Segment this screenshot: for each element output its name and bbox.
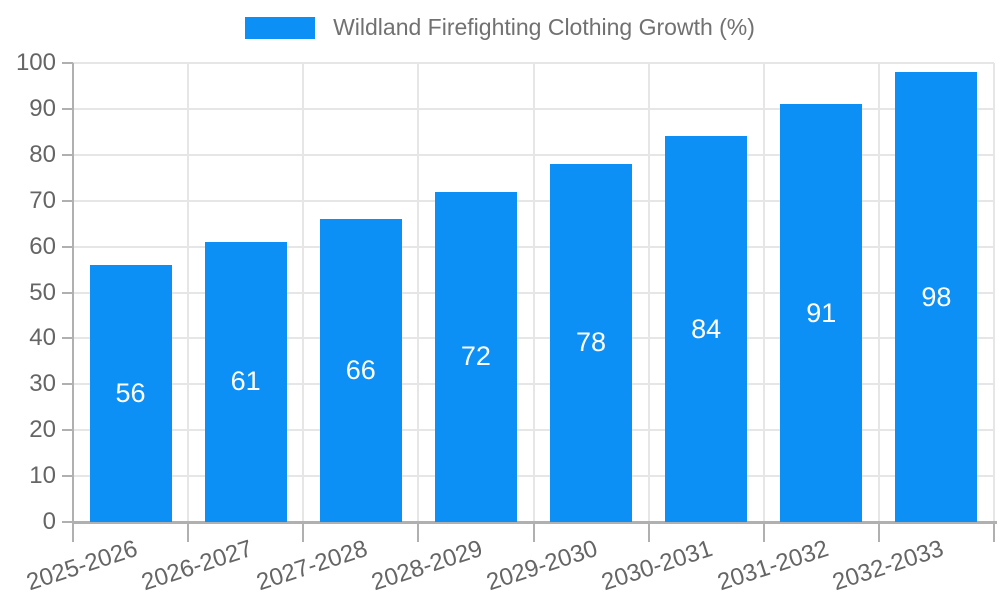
x-tick-label: 2032-2033 — [828, 535, 947, 597]
bar-value-label: 78 — [576, 327, 607, 358]
bar-2028-2029[interactable]: 72 — [434, 191, 517, 522]
bar-value-label: 98 — [921, 281, 952, 312]
bar-value-label: 91 — [806, 297, 837, 328]
gridline-vertical — [532, 63, 535, 522]
x-axis-tick — [647, 522, 650, 542]
bar-2027-2028[interactable]: 66 — [319, 219, 402, 522]
legend-label: Wildland Firefighting Clothing Growth (%… — [333, 14, 755, 40]
x-tick-label: 2025-2026 — [23, 535, 141, 597]
x-tick-label: 2028-2029 — [368, 535, 486, 597]
y-axis-tick — [62, 475, 73, 478]
x-axis-line — [72, 521, 997, 524]
x-axis-tick — [762, 522, 765, 542]
y-axis-tick — [62, 291, 73, 294]
y-tick-label: 10 — [29, 462, 56, 490]
x-tick-label: 2031-2032 — [713, 535, 832, 597]
x-axis-tick — [72, 522, 74, 542]
y-axis-line — [72, 63, 74, 522]
x-axis-tick — [877, 522, 880, 542]
legend-item[interactable]: Wildland Firefighting Clothing Growth (%… — [245, 14, 755, 41]
x-axis-tick — [417, 522, 420, 542]
y-tick-label: 20 — [29, 416, 56, 444]
gridline-vertical — [417, 63, 420, 522]
y-axis-tick — [62, 383, 73, 386]
x-tick-label: 2030-2031 — [598, 535, 717, 597]
legend-swatch-icon — [245, 16, 316, 39]
y-tick-label: 80 — [29, 140, 56, 168]
legend: Wildland Firefighting Clothing Growth (%… — [0, 14, 1000, 41]
y-tick-label: 50 — [29, 278, 56, 306]
bar-2031-2032[interactable]: 91 — [780, 104, 863, 522]
bar-2029-2030[interactable]: 78 — [550, 163, 633, 522]
y-axis-tick — [62, 62, 73, 64]
y-tick-label: 30 — [29, 370, 56, 398]
x-tick-label: 2027-2028 — [253, 535, 371, 597]
x-tick-label: 2029-2030 — [483, 535, 602, 597]
bar-2025-2026[interactable]: 56 — [89, 264, 172, 522]
x-axis-tick — [532, 522, 535, 542]
y-axis-tick — [62, 521, 73, 523]
gridline-vertical — [302, 63, 305, 522]
y-axis-tick — [62, 107, 73, 110]
y-axis-tick — [62, 199, 73, 202]
x-axis-tick — [302, 522, 305, 542]
bar-value-label: 61 — [230, 366, 261, 397]
y-tick-label: 90 — [29, 94, 56, 122]
bar-value-label: 84 — [691, 313, 722, 344]
y-axis-tick — [62, 429, 73, 432]
y-tick-label: 0 — [42, 508, 56, 535]
y-tick-label: 70 — [29, 186, 56, 214]
y-tick-label: 100 — [15, 49, 56, 76]
bar-2026-2027[interactable]: 61 — [204, 242, 287, 522]
gridline-vertical — [762, 63, 765, 522]
x-axis-tick — [187, 522, 190, 542]
bar-2032-2033[interactable]: 98 — [895, 72, 978, 522]
gridline-vertical — [877, 63, 880, 522]
x-tick-label: 2026-2027 — [138, 535, 256, 597]
y-axis-tick — [62, 337, 73, 340]
bar-value-label: 56 — [115, 377, 146, 408]
bar-value-label: 72 — [460, 341, 491, 372]
x-axis-tick — [993, 522, 995, 542]
y-tick-label: 40 — [29, 324, 56, 352]
gridline-vertical — [993, 63, 995, 522]
gridline-vertical — [187, 63, 190, 522]
bar-2030-2031[interactable]: 84 — [665, 136, 748, 522]
bar-value-label: 66 — [345, 355, 376, 386]
y-axis-tick — [62, 153, 73, 156]
gridline-vertical — [647, 63, 650, 522]
y-axis-tick — [62, 245, 73, 248]
y-tick-label: 60 — [29, 232, 56, 260]
